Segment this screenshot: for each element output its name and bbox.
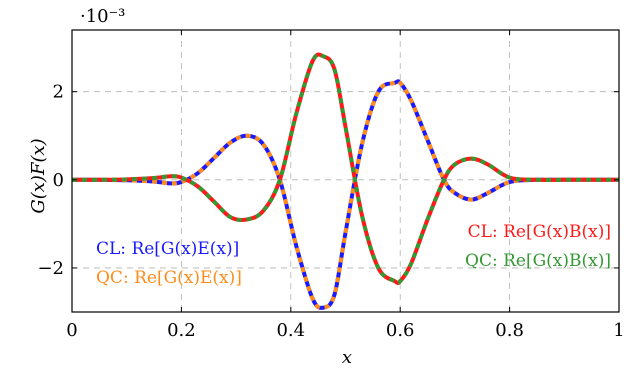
x-tick-label: 0.4 (276, 320, 305, 341)
legend-prefix: QC: (465, 251, 503, 271)
legend-prefix: CL: (468, 222, 503, 242)
legend-prefix: CL: (96, 239, 131, 259)
series-layer (71, 52, 619, 310)
x-tick-label: 0 (66, 320, 77, 341)
legend-prefix: QC: (96, 268, 134, 288)
legend-entry: CL: Re[G(x)B(x)] (468, 222, 611, 242)
x-tick-label: 0.6 (386, 320, 415, 341)
ticks: 0 0.2 0.4 0.6 0.8 1 −2 0 2 (37, 30, 625, 341)
x-tick-label: 0.8 (495, 320, 524, 341)
x-tick-label: 1 (613, 320, 624, 341)
legend-entry: QC: Re[G(x)B(x)] (465, 251, 611, 271)
legend-label: Re[G(x)B(x)] (503, 251, 611, 271)
legend-label: Re[G(x)B(x)] (503, 222, 611, 242)
x-axis-label: x (342, 347, 352, 368)
legends: CL: Re[G(x)E(x)]QC: Re[G(x)E(x)]CL: Re[G… (96, 222, 611, 288)
y-multiplier-label: ·10⁻³ (80, 6, 125, 27)
legend-label: Re[G(x)E(x)] (134, 268, 242, 288)
y-axis-label: G(x)F(x) (28, 138, 49, 213)
y-tick-label: 2 (53, 82, 64, 103)
legend-entry: QC: Re[G(x)E(x)] (96, 268, 242, 288)
legend-entry: CL: Re[G(x)E(x)] (96, 239, 239, 259)
legend-label: Re[G(x)E(x)] (131, 239, 239, 259)
y-tick-label: −2 (37, 258, 64, 279)
plot-frame (71, 29, 620, 313)
x-tick-label: 0.2 (167, 320, 196, 341)
y-tick-label: 0 (53, 170, 64, 191)
series-line-4 (71, 52, 619, 286)
series-line-2 (71, 79, 619, 310)
